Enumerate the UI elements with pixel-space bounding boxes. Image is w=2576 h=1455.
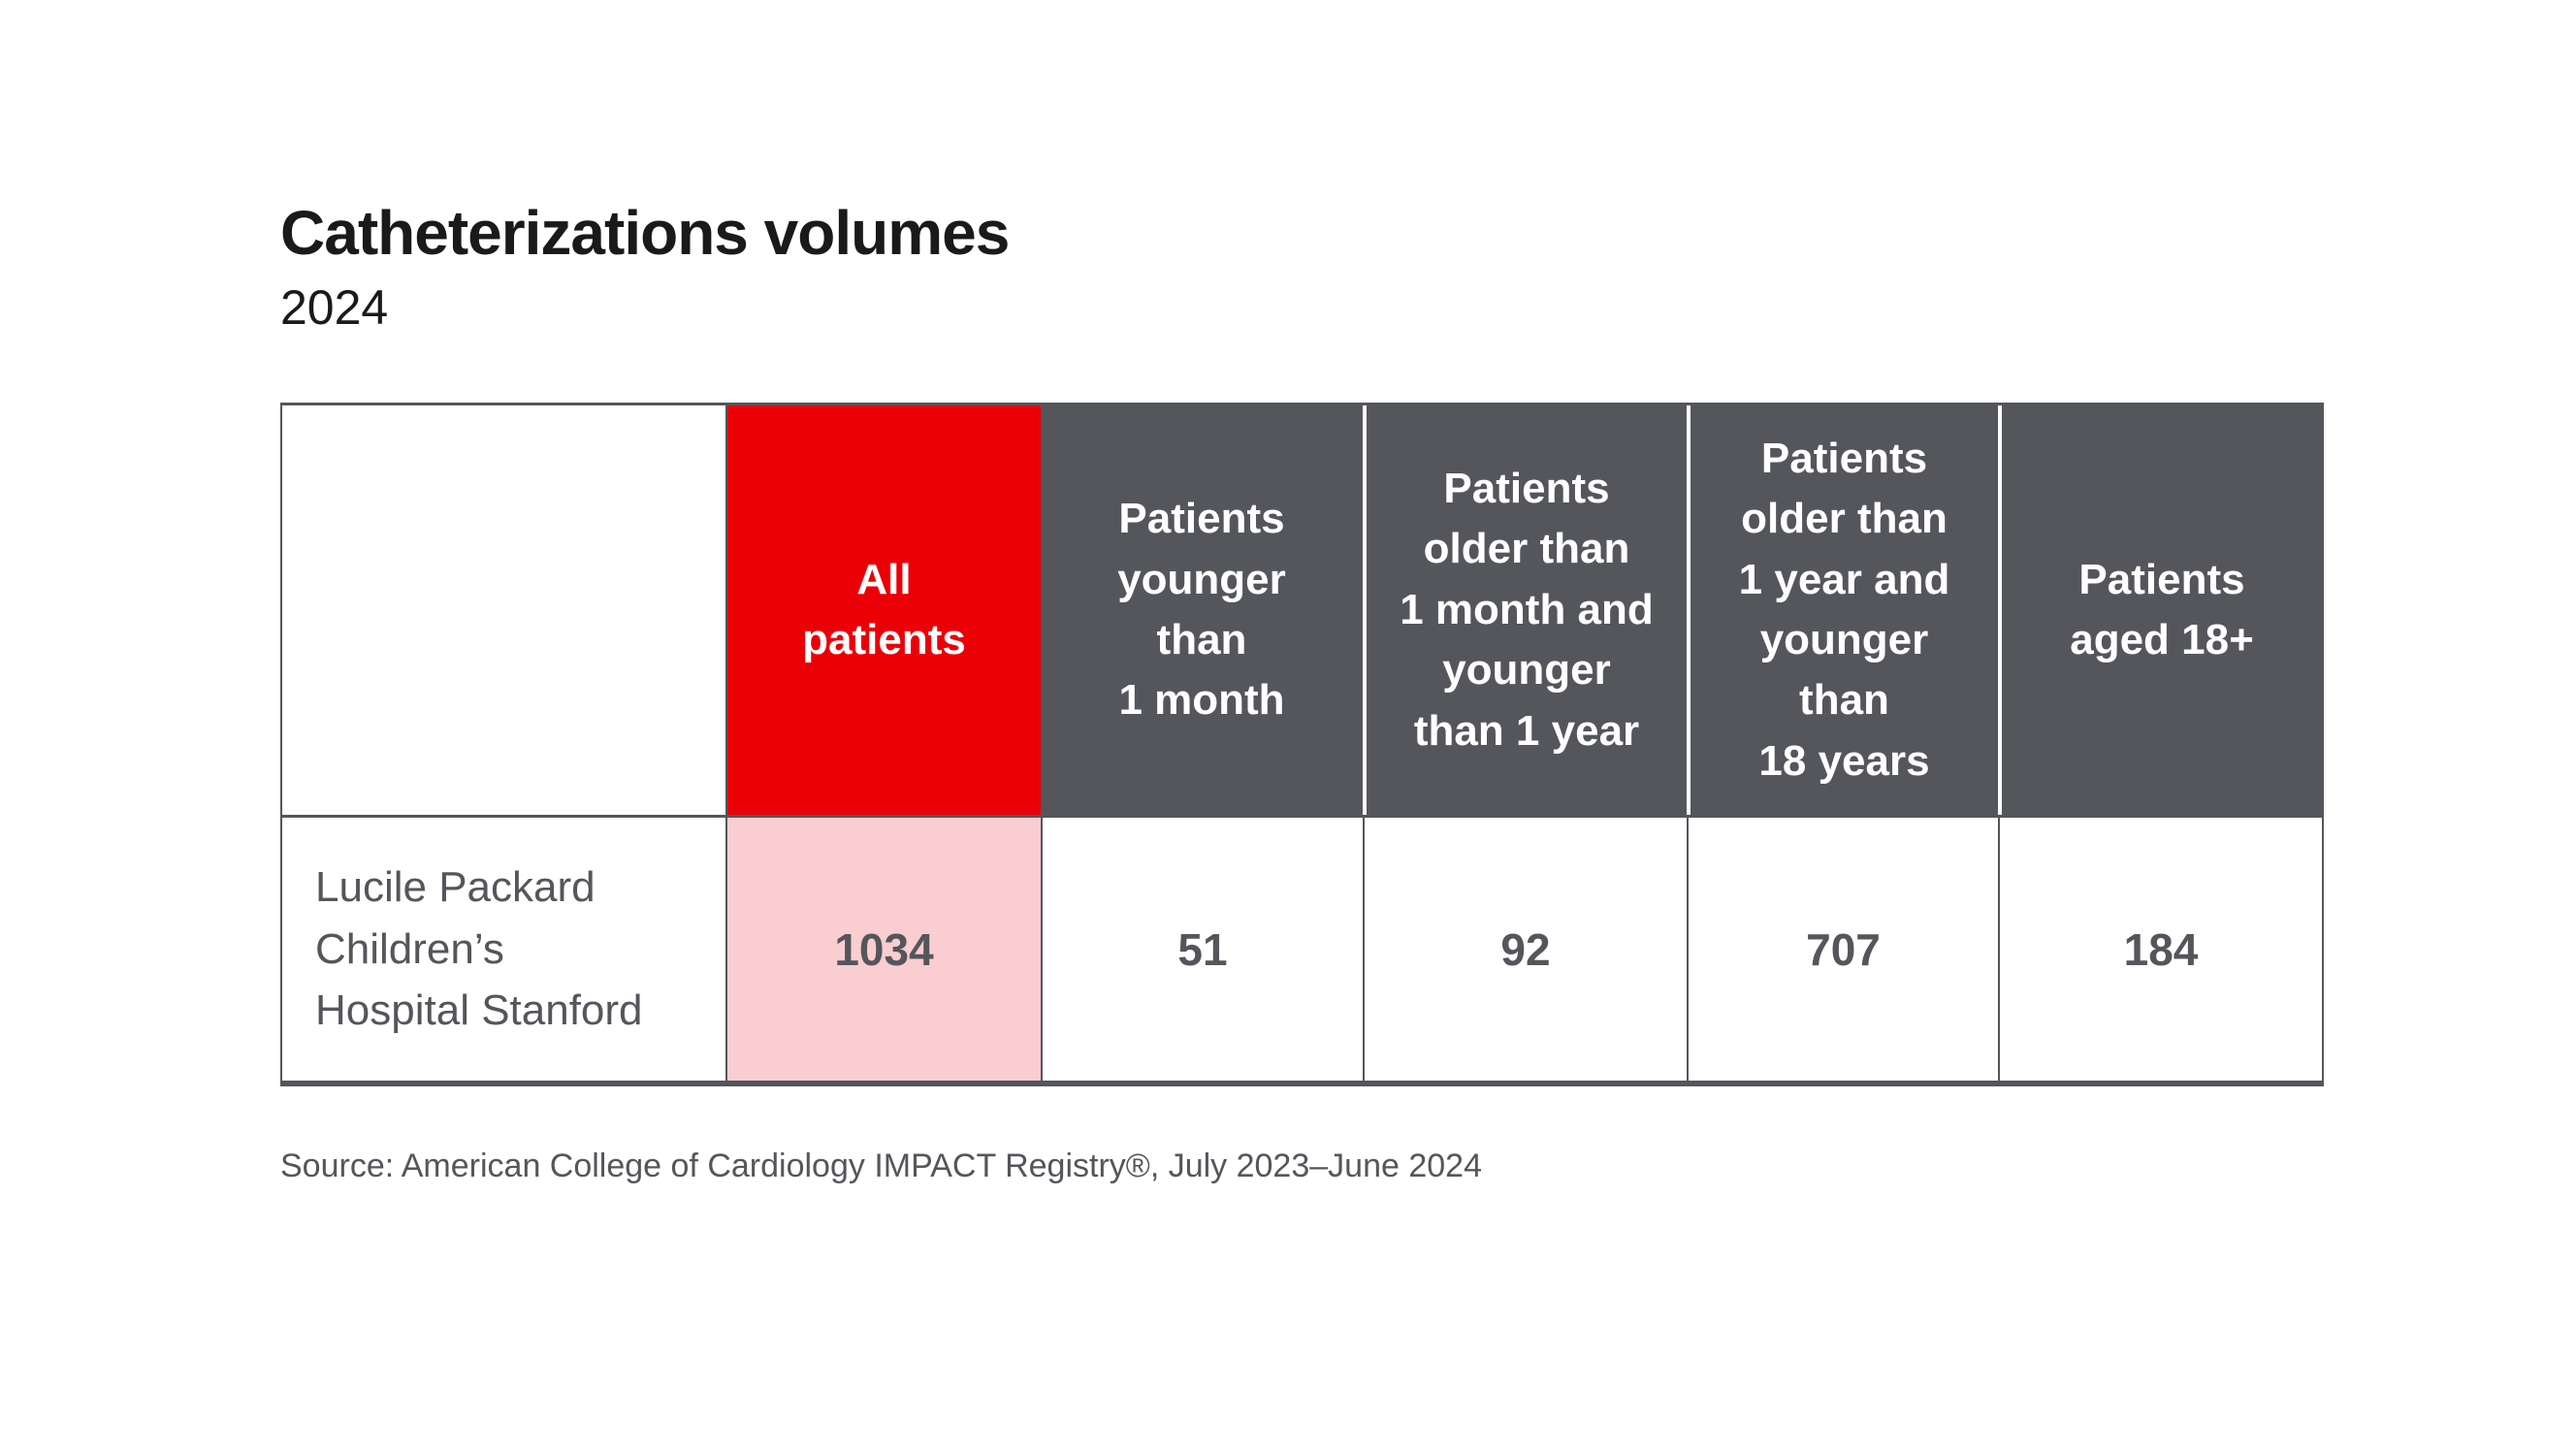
cell-1-year-to-18-years-value: 707 (1687, 818, 1998, 1081)
header-cell-hospital (282, 405, 725, 815)
row-label-hospital-name: Lucile Packard Children’s Hospital Stanf… (282, 818, 725, 1081)
header-cell-1-month-to-1-year: Patients older than 1 month and younger … (1363, 405, 1687, 815)
page-subtitle: 2024 (280, 280, 389, 335)
source-note: Source: American College of Cardiology I… (280, 1148, 1482, 1184)
table-row-lucile-packard: Lucile Packard Children’s Hospital Stanf… (282, 818, 2322, 1081)
header-cell-younger-than-1-month: Patients younger than 1 month (1041, 405, 1363, 815)
header-cell-1-year-to-18-years: Patients older than 1 year and younger t… (1687, 405, 1998, 815)
cell-younger-than-1-month-value: 51 (1041, 818, 1363, 1081)
catheterizations-table: All patients Patients younger than 1 mon… (280, 403, 2324, 1086)
table-header-row: All patients Patients younger than 1 mon… (282, 405, 2322, 818)
cell-1-month-to-1-year-value: 92 (1363, 818, 1687, 1081)
header-cell-aged-18-plus: Patients aged 18+ (1998, 405, 2322, 815)
page-title: Catheterizations volumes (280, 198, 1010, 268)
cell-aged-18-plus-value: 184 (1998, 818, 2322, 1081)
header-cell-all-patients: All patients (725, 405, 1041, 815)
cell-all-patients-value: 1034 (725, 818, 1041, 1081)
